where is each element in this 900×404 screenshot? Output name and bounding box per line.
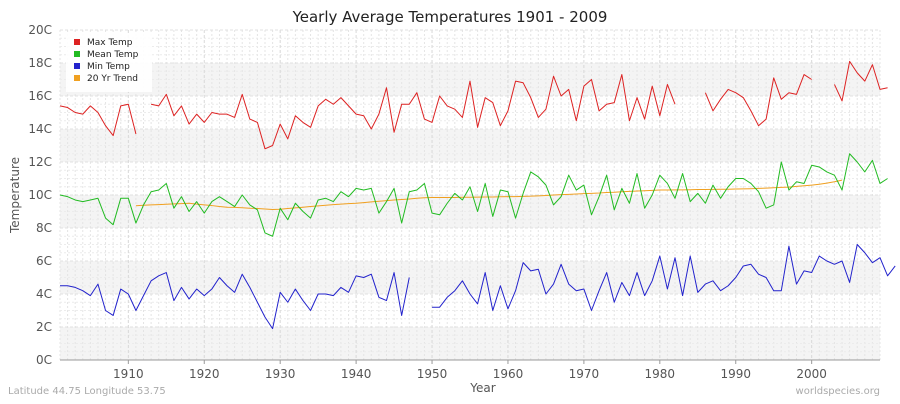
y-tick-label: 0C <box>36 353 52 367</box>
y-tick-label: 6C <box>36 254 52 268</box>
line-max <box>151 74 676 150</box>
x-axis-ticks: 1910 1920 1930 1940 1950 1960 1970 1980 1990 2000 <box>113 360 827 381</box>
footer-source: worldspecies.org <box>796 386 880 397</box>
x-tick-label: 1960 <box>493 367 524 381</box>
y-tick-label: 4C <box>36 287 52 301</box>
legend-swatch-min <box>74 63 80 69</box>
x-tick-label: 1950 <box>417 367 448 381</box>
footer-coordinates: Latitude 44.75 Longitude 53.75 <box>8 386 166 397</box>
x-tick-label: 1990 <box>720 367 751 381</box>
y-axis-ticks: 0C 2C 4C 6C 8C 10C 12C 14C 16C 18C 20C <box>28 23 52 367</box>
x-tick-label: 2000 <box>796 367 827 381</box>
line-max <box>59 103 137 137</box>
y-tick-label: 8C <box>36 221 52 235</box>
x-axis-label: Year <box>469 381 495 395</box>
x-tick-label: 1920 <box>189 367 220 381</box>
y-tick-label: 14C <box>28 122 52 136</box>
legend-box <box>66 34 152 92</box>
series-trend <box>135 179 843 211</box>
legend-label-mean: Mean Temp <box>87 50 139 60</box>
x-tick-label: 1980 <box>645 367 676 381</box>
series-layer <box>59 60 896 330</box>
line-max <box>833 60 888 102</box>
y-tick-label: 12C <box>28 155 52 169</box>
line-min <box>60 272 410 330</box>
y-tick-label: 16C <box>28 89 52 103</box>
x-tick-label: 1930 <box>265 367 296 381</box>
legend-swatch-mean <box>74 51 80 57</box>
y-axis-label: Temperature <box>8 157 22 234</box>
line-max <box>704 74 812 127</box>
line-trend <box>135 179 843 211</box>
line-mean <box>59 153 888 237</box>
legend-label-trend: 20 Yr Trend <box>87 74 138 84</box>
series-mean <box>59 153 888 237</box>
y-tick-label: 10C <box>28 188 52 202</box>
legend-swatch-trend <box>74 75 80 81</box>
y-tick-label: 18C <box>28 56 52 70</box>
series-max <box>59 60 888 150</box>
y-tick-label: 2C <box>36 320 52 334</box>
series-min <box>60 244 896 330</box>
legend-swatch-max <box>74 39 80 45</box>
legend-label-min: Min Temp <box>87 62 130 72</box>
legend: Max Temp Mean Temp Min Temp 20 Yr Trend <box>66 34 152 92</box>
chart-title: Yearly Average Temperatures 1901 - 2009 <box>292 8 608 26</box>
x-tick-label: 1940 <box>341 367 372 381</box>
x-tick-label: 1970 <box>569 367 600 381</box>
line-min <box>432 244 896 311</box>
x-tick-label: 1910 <box>113 367 144 381</box>
y-tick-label: 20C <box>28 23 52 37</box>
legend-label-max: Max Temp <box>87 38 133 48</box>
